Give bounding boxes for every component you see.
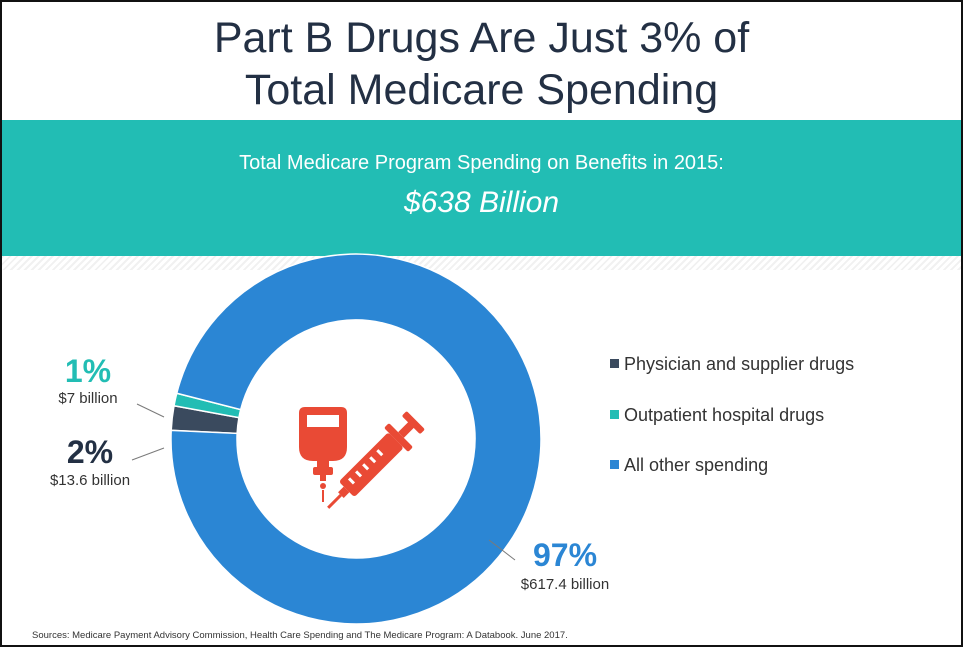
legend-label-outpatient: Outpatient hospital drugs (624, 405, 824, 425)
label-outpatient-value: $7 billion (58, 390, 117, 407)
banner-subtitle: Total Medicare Program Spending on Benef… (239, 152, 724, 174)
leader-line-physician (131, 447, 165, 461)
legend-swatch-other (610, 460, 619, 469)
hatched-divider (2, 256, 961, 270)
label-physician-percent: 2% (67, 434, 113, 470)
slice-other (170, 253, 542, 625)
source-note: Sources: Medicare Payment Advisory Commi… (32, 630, 568, 641)
label-outpatient-percent: 1% (65, 353, 111, 389)
legend-label-other: All other spending (624, 455, 768, 475)
page-title: Part B Drugs Are Just 3% of Total Medica… (2, 12, 961, 116)
banner-total: $638 Billion (403, 186, 560, 219)
legend-swatch-outpatient (610, 410, 619, 419)
legend-swatch-physician (610, 359, 619, 368)
leader-line-outpatient (136, 403, 165, 418)
legend-label-physician: Physician and supplier drugs (624, 354, 854, 374)
total-spending-banner: Total Medicare Program Spending on Benef… (2, 120, 961, 256)
donut-slices (170, 253, 542, 625)
legend: Physician and supplier drugs Outpatient … (610, 354, 854, 475)
iv-bag-icon (299, 407, 347, 502)
title-line-2: Total Medicare Spending (244, 66, 719, 114)
leader-line-other (488, 539, 516, 561)
title-line-1: Part B Drugs Are Just 3% of (213, 14, 750, 62)
label-physician-value: $13.6 billion (50, 472, 130, 489)
syringe-icon (327, 411, 425, 509)
label-other-percent: 97% (533, 537, 597, 573)
label-other-value: $617.4 billion (521, 576, 609, 593)
